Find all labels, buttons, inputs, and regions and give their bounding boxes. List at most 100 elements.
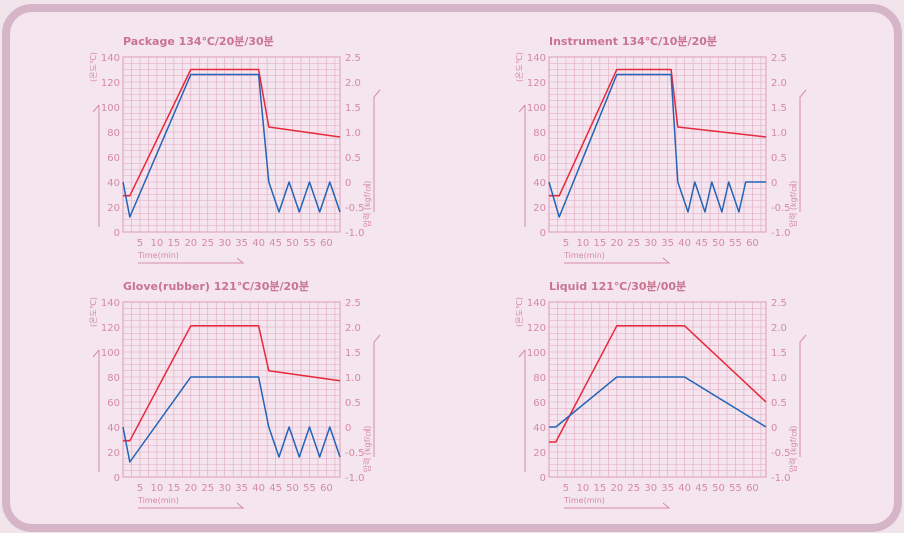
x-tick-label: 60 <box>746 238 759 249</box>
y-tick-label-right: 0.5 <box>771 398 787 409</box>
y-tick-label-right: 0.5 <box>771 153 787 164</box>
y-tick-label-right: 1.0 <box>771 128 787 139</box>
y-tick-label-left: 60 <box>107 398 120 409</box>
y-axis-label-right: 압력 (kgf/㎠) <box>362 181 372 228</box>
x-tick-label: 35 <box>235 238 248 249</box>
x-tick-label: 35 <box>235 483 248 494</box>
y-tick-label-right: 1.5 <box>345 348 361 359</box>
chart-2: Instrument 134℃/10분/20분02040608010012014… <box>515 35 807 264</box>
y-axis-label-left: (온도℃) <box>89 297 98 327</box>
temperature-line <box>123 325 341 442</box>
x-tick-label: 50 <box>712 238 725 249</box>
x-axis-arrow <box>138 502 245 509</box>
x-tick-label: 30 <box>644 483 657 494</box>
y-tick-label-right: 0 <box>345 178 351 189</box>
y-tick-label-right: 2.5 <box>771 53 787 64</box>
x-axis-arrow <box>564 502 671 509</box>
y-axis-arrow-right <box>373 89 381 212</box>
y-tick-label-left: 80 <box>107 128 120 139</box>
chart-3: Glove(rubber) 121℃/30분/20분 0 20 40 60 80 100 12… <box>89 280 381 509</box>
x-tick-label: 25 <box>627 238 640 249</box>
x-tick-label: 45 <box>695 483 708 494</box>
x-tick-label: 15 <box>593 238 606 249</box>
y-tick-label-right: 1.0 <box>345 128 361 139</box>
x-tick-label: 35 <box>661 238 674 249</box>
x-tick-label: 10 <box>577 483 590 494</box>
x-tick-label: 50 <box>286 483 299 494</box>
y-tick-label-right: 2.0 <box>345 323 361 334</box>
y-tick-label-left: 0 <box>540 473 546 484</box>
y-tick-label-right: 1.5 <box>771 348 787 359</box>
pressure-line <box>122 376 341 463</box>
y-tick-label-left: 100 <box>527 103 546 114</box>
chart-title: Glove(rubber) 121℃/30분/20분 <box>123 280 309 293</box>
y-tick-label-right: 0 <box>771 178 777 189</box>
y-tick-label-left: 40 <box>107 423 120 434</box>
x-axis-arrow <box>564 257 671 264</box>
charts-container: Package 134℃/20분/30분020406080100120140-1… <box>89 35 807 509</box>
plot-frame <box>548 301 767 478</box>
x-tick-label: 50 <box>712 483 725 494</box>
x-tick-label: 35 <box>661 483 674 494</box>
y-tick-label-left: 100 <box>101 348 120 359</box>
y-tick-label-right: 2.0 <box>345 78 361 89</box>
x-tick-label: 5 <box>563 238 569 249</box>
x-tick-label: 5 <box>137 238 143 249</box>
y-tick-label-right: -1.0 <box>771 228 791 239</box>
y-axis-label-right: 압력 (kgf/㎠) <box>788 426 798 473</box>
x-axis-arrow <box>138 257 245 264</box>
y-tick-label-right: 2.5 <box>771 298 787 309</box>
x-tick-label: 10 <box>151 238 164 249</box>
y-tick-label-left: 120 <box>101 323 120 334</box>
x-tick-label: 60 <box>320 483 333 494</box>
chart-1: Package 134℃/20분/30분020406080100120140-1… <box>89 35 381 264</box>
x-axis-label: Time(min) <box>563 496 605 505</box>
y-tick-label-left: 100 <box>527 348 546 359</box>
y-tick-label-left: 100 <box>101 103 120 114</box>
y-tick-label-left: 80 <box>533 373 546 384</box>
x-tick-label: 30 <box>218 238 231 249</box>
y-tick-label-right: 1.0 <box>771 373 787 384</box>
x-tick-label: 15 <box>167 483 180 494</box>
x-tick-label: 40 <box>252 238 265 249</box>
y-tick-label-left: 140 <box>101 298 120 309</box>
x-axis-label: Time(min) <box>137 496 179 505</box>
y-tick-label-right: -0.5 <box>345 203 365 214</box>
x-tick-label: 15 <box>167 238 180 249</box>
x-tick-label: 30 <box>218 483 231 494</box>
x-tick-label: 55 <box>729 238 742 249</box>
plot-frame <box>122 56 341 233</box>
x-tick-label: 55 <box>303 238 316 249</box>
x-tick-label: 5 <box>563 483 569 494</box>
y-tick-label-left: 140 <box>527 298 546 309</box>
y-tick-label-right: -1.0 <box>345 228 365 239</box>
y-axis-label-left: (온도℃) <box>515 52 524 82</box>
y-axis-label-right: 압력 (kgf/㎠) <box>788 181 798 228</box>
plot-frame <box>548 56 767 233</box>
y-tick-label-right: 1.5 <box>771 103 787 114</box>
y-tick-label-left: 0 <box>114 228 120 239</box>
x-tick-label: 55 <box>303 483 316 494</box>
temperature-line <box>549 68 767 197</box>
y-tick-label-right: 0.5 <box>345 153 361 164</box>
y-axis-arrow-right <box>373 334 381 457</box>
y-tick-label-left: 60 <box>107 153 120 164</box>
y-tick-label-right: 2.5 <box>345 53 361 64</box>
y-axis-arrow-left <box>518 104 526 227</box>
y-tick-label-left: 80 <box>107 373 120 384</box>
temperature-line <box>549 325 767 443</box>
pressure-line <box>549 376 767 428</box>
grid <box>548 301 766 478</box>
y-axis-label-left: (온도℃) <box>515 297 524 327</box>
x-tick-label: 20 <box>610 238 623 249</box>
y-tick-label-left: 40 <box>533 423 546 434</box>
y-tick-label-left: 20 <box>533 203 546 214</box>
x-tick-label: 60 <box>746 483 759 494</box>
x-tick-label: 55 <box>729 483 742 494</box>
x-tick-label: 30 <box>644 238 657 249</box>
chart-4: Liquid 121℃/30분/00분020406080100120140-1.… <box>515 280 807 509</box>
y-tick-label-right: 2.0 <box>771 78 787 89</box>
x-tick-label: 25 <box>201 238 214 249</box>
y-tick-label-left: 20 <box>107 448 120 459</box>
y-tick-label-right: 0 <box>345 423 351 434</box>
